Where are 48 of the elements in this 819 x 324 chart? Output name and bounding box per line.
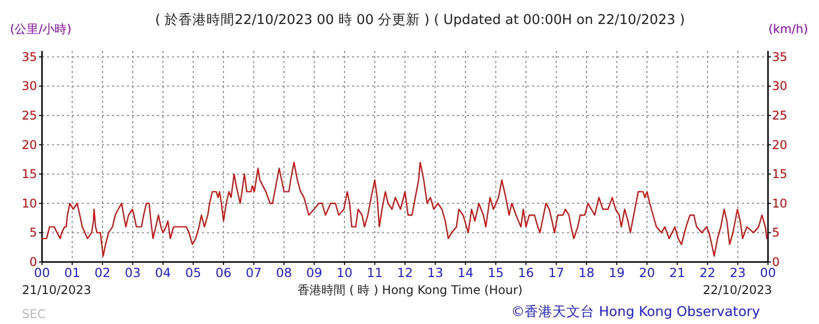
y2-tick-label: 5: [772, 226, 780, 240]
x-tick-label: 21: [669, 265, 686, 280]
x-tick-label: 14: [458, 265, 474, 280]
x-tick-label: 10: [336, 265, 352, 280]
y-axis-title: (公里/小時): [10, 22, 72, 36]
y2-tick-label: 30: [772, 79, 788, 94]
x-tick-label: 11: [366, 265, 383, 280]
x-tick-label: 22: [700, 265, 716, 280]
x-axis-title: 香港時間 ( 時 ) Hong Kong Time (Hour): [297, 283, 523, 297]
x-tick-label: 19: [608, 265, 625, 280]
x-tick-label: 06: [216, 265, 232, 280]
y2-tick-label: 35: [772, 50, 788, 64]
y-tick-label: 35: [22, 50, 37, 64]
x-tick-label: 13: [427, 265, 444, 280]
y2-tick-label: 20: [772, 138, 788, 152]
x-tick-label: 16: [518, 265, 534, 280]
x-tick-label: 04: [155, 265, 171, 280]
y-tick-label: 15: [22, 167, 37, 182]
y2-tick-label: 25: [772, 108, 788, 122]
x-tick-label: 07: [246, 265, 262, 280]
x-tick-label: 23: [730, 265, 746, 280]
chart-title: ( 於香港時間22/10/2023 00 時 00 分更新 ) ( Updated at 00:00H on 22/10/2023 ): [155, 12, 685, 28]
y-tick-label: 5: [29, 226, 37, 240]
x-tick-label: 05: [185, 265, 202, 280]
y-tick-label: 25: [22, 108, 37, 122]
x-tick-label: 18: [578, 265, 594, 280]
line-series: [41, 162, 768, 257]
text: ©香港天文台 Hong Kong Observatory: [511, 304, 760, 320]
x-tick-label: 12: [397, 265, 413, 280]
x-tick-label: 02: [94, 265, 110, 280]
text: 22/10/2023: [702, 283, 772, 297]
x-tick-label: 17: [548, 265, 564, 280]
x-tick-label: 01: [64, 265, 80, 280]
x-tick-label: 03: [124, 265, 141, 280]
y2-tick-label: 10: [772, 196, 788, 210]
text: SEC: [22, 307, 46, 321]
text: 21/10/2023: [22, 283, 92, 297]
x-tick-label: 20: [639, 265, 655, 280]
y2-tick-label: 15: [772, 167, 788, 182]
y-tick-label: 20: [22, 138, 37, 152]
y2-axis-title: (km/h): [768, 22, 808, 36]
y-tick-label: 30: [22, 79, 37, 94]
y-tick-label: 10: [22, 196, 37, 210]
x-tick-label: 08: [276, 265, 292, 280]
y-tick-label: 0: [29, 255, 37, 269]
x-tick-label: 15: [488, 265, 504, 280]
x-tick-label: 09: [306, 265, 322, 280]
x-tick-label: 00: [34, 265, 50, 280]
